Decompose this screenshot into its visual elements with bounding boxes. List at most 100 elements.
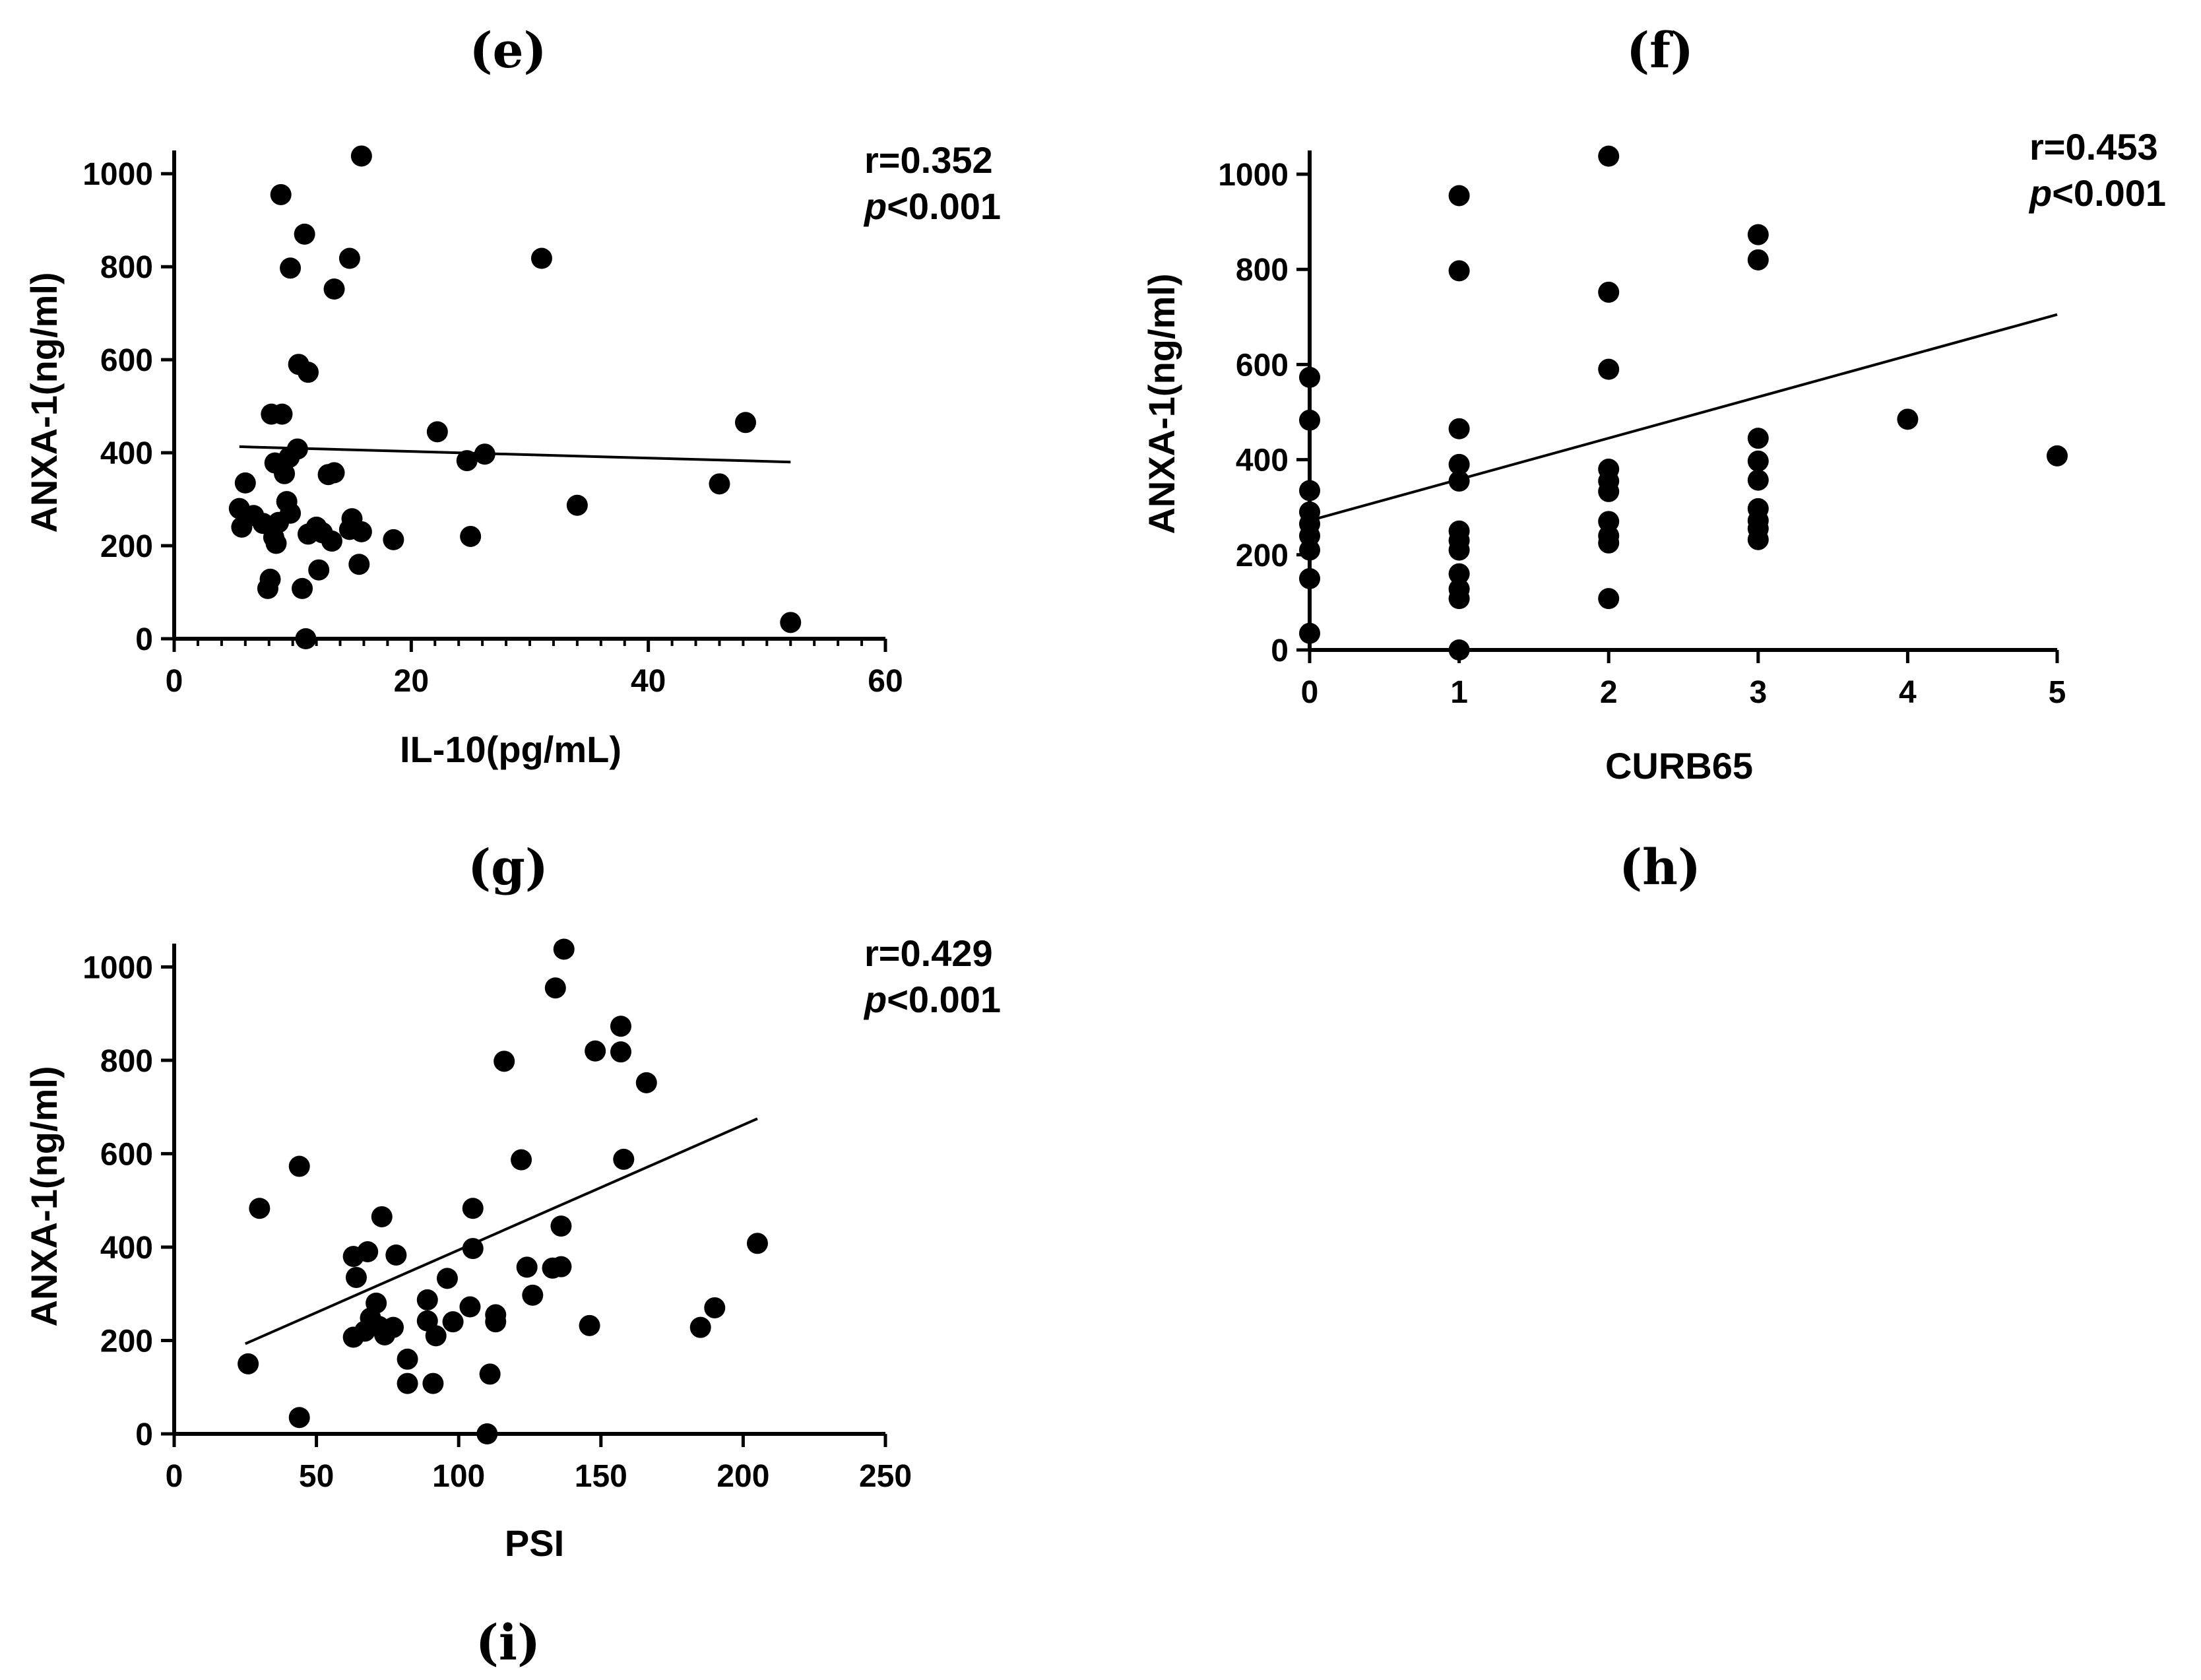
curb65-data-point [2047,445,2068,467]
psi-data-point [288,1407,310,1429]
psi-data-point [288,1155,310,1177]
il10-data-point [257,577,278,599]
panel-label-g: (g) [468,839,548,896]
curb65-y-tick-label: 800 [1236,253,1289,288]
chart-psi-x-title: PSI [505,1522,564,1564]
psi-data-point [610,1016,631,1037]
il10-y-tick-label: 1000 [82,157,153,192]
curb65-data-point [1747,450,1769,472]
chart-il10-x-title: IL-10(pg/mL) [400,728,622,770]
psi-data-point [342,1326,364,1348]
chart-il10-y-title: ANXA-1(ng/ml) [23,272,65,533]
il10-data-point [426,421,448,443]
il10-data-point [350,145,372,167]
curb65-data-point [1299,539,1320,561]
psi-y-tick-label: 200 [100,1324,153,1359]
il10-x-tick-label: 0 [166,664,183,699]
psi-y-tick-label: 600 [100,1137,153,1172]
chart-curb65-p-symbol: p [2028,172,2052,214]
curb65-data-point [1448,185,1470,207]
curb65-data-point [1448,539,1470,561]
psi-data-point [516,1256,538,1278]
il10-data-point [348,554,370,575]
psi-data-point [345,1266,367,1288]
curb65-data-point [1299,366,1320,388]
il10-data-point [323,462,345,484]
il10-data-point [298,362,319,383]
psi-data-point [522,1284,544,1306]
il10-data-point [734,412,756,434]
curb65-y-tick-label: 600 [1236,348,1289,383]
psi-y-tick-label: 800 [100,1044,153,1079]
il10-data-point [460,525,482,547]
curb65-y-tick-label: 0 [1271,633,1289,668]
chart-il10-r-value: r=0.352 [864,139,993,181]
curb65-data-point [1299,622,1320,644]
chart-curb65-y-title: ANXA-1(ng/ml) [1141,273,1182,534]
psi-x-tick-label: 100 [432,1459,485,1494]
curb65-data-point [1598,358,1620,380]
il10-data-point [383,529,404,550]
psi-data-point [442,1311,464,1333]
curb65-data-point [1299,480,1320,501]
curb65-data-point [1747,529,1769,550]
curb65-x-tick-label: 0 [1301,675,1319,710]
curb65-y-tick-label: 400 [1236,443,1289,478]
chart-curb65-p-value: p<0.001 [2028,172,2166,214]
psi-data-point [635,1072,657,1093]
il10-data-point [566,494,588,516]
psi-data-point [544,977,566,999]
curb65-data-point [1598,588,1620,610]
psi-data-point [511,1149,532,1171]
psi-y-tick-label: 1000 [82,950,153,985]
il10-data-point [530,247,552,269]
il10-y-tick-label: 800 [100,250,153,285]
psi-data-point [422,1373,444,1394]
psi-x-tick-label: 50 [299,1459,334,1494]
il10-data-point [271,403,293,425]
psi-data-point [436,1268,458,1289]
psi-x-tick-label: 250 [859,1459,912,1494]
curb65-data-point [1598,480,1620,502]
psi-data-point [479,1363,501,1385]
curb65-fit-line [1309,313,2058,522]
psi-x-tick-label: 200 [717,1459,769,1494]
psi-data-point [374,1324,396,1345]
curb65-x-tick-label: 3 [1749,675,1767,710]
il10-data-point [780,612,802,633]
curb65-data-point [1598,145,1620,167]
psi-data-point [476,1423,498,1444]
psi-data-point [585,1040,606,1062]
psi-x-tick-label: 150 [575,1459,627,1494]
psi-data-point [459,1296,481,1318]
il10-x-tick-label: 20 [394,664,429,699]
curb65-data-point [1448,639,1470,661]
curb65-x-tick-label: 2 [1600,675,1618,710]
il10-data-point [338,247,360,269]
psi-data-point [485,1311,507,1333]
psi-data-point [553,938,575,960]
curb65-data-point [1897,408,1919,430]
il10-data-point [321,531,342,552]
psi-data-point [462,1238,484,1260]
psi-data-point [397,1373,418,1394]
psi-data-point [238,1353,259,1374]
chart-curb65-r-value: r=0.453 [2029,126,2158,168]
il10-fit-line [239,445,791,464]
curb65-data-point [1448,453,1470,475]
il10-data-point [294,223,315,245]
il10-data-point [234,472,256,494]
psi-data-point [249,1198,271,1219]
psi-y-tick-label: 400 [100,1231,153,1266]
curb65-data-point [1598,532,1620,554]
curb65-x-tick-label: 5 [2049,675,2066,710]
psi-x-tick-label: 0 [166,1459,183,1494]
chart-psi-r-value: r=0.429 [864,932,993,974]
psi-data-point [416,1289,438,1310]
il10-y-tick-label: 0 [135,622,153,657]
psi-data-point [550,1215,572,1237]
psi-data-point [610,1041,631,1063]
il10-y-tick-label: 600 [100,343,153,378]
chart-psi-p-value: p<0.001 [863,979,1001,1020]
il10-data-point [292,577,313,599]
